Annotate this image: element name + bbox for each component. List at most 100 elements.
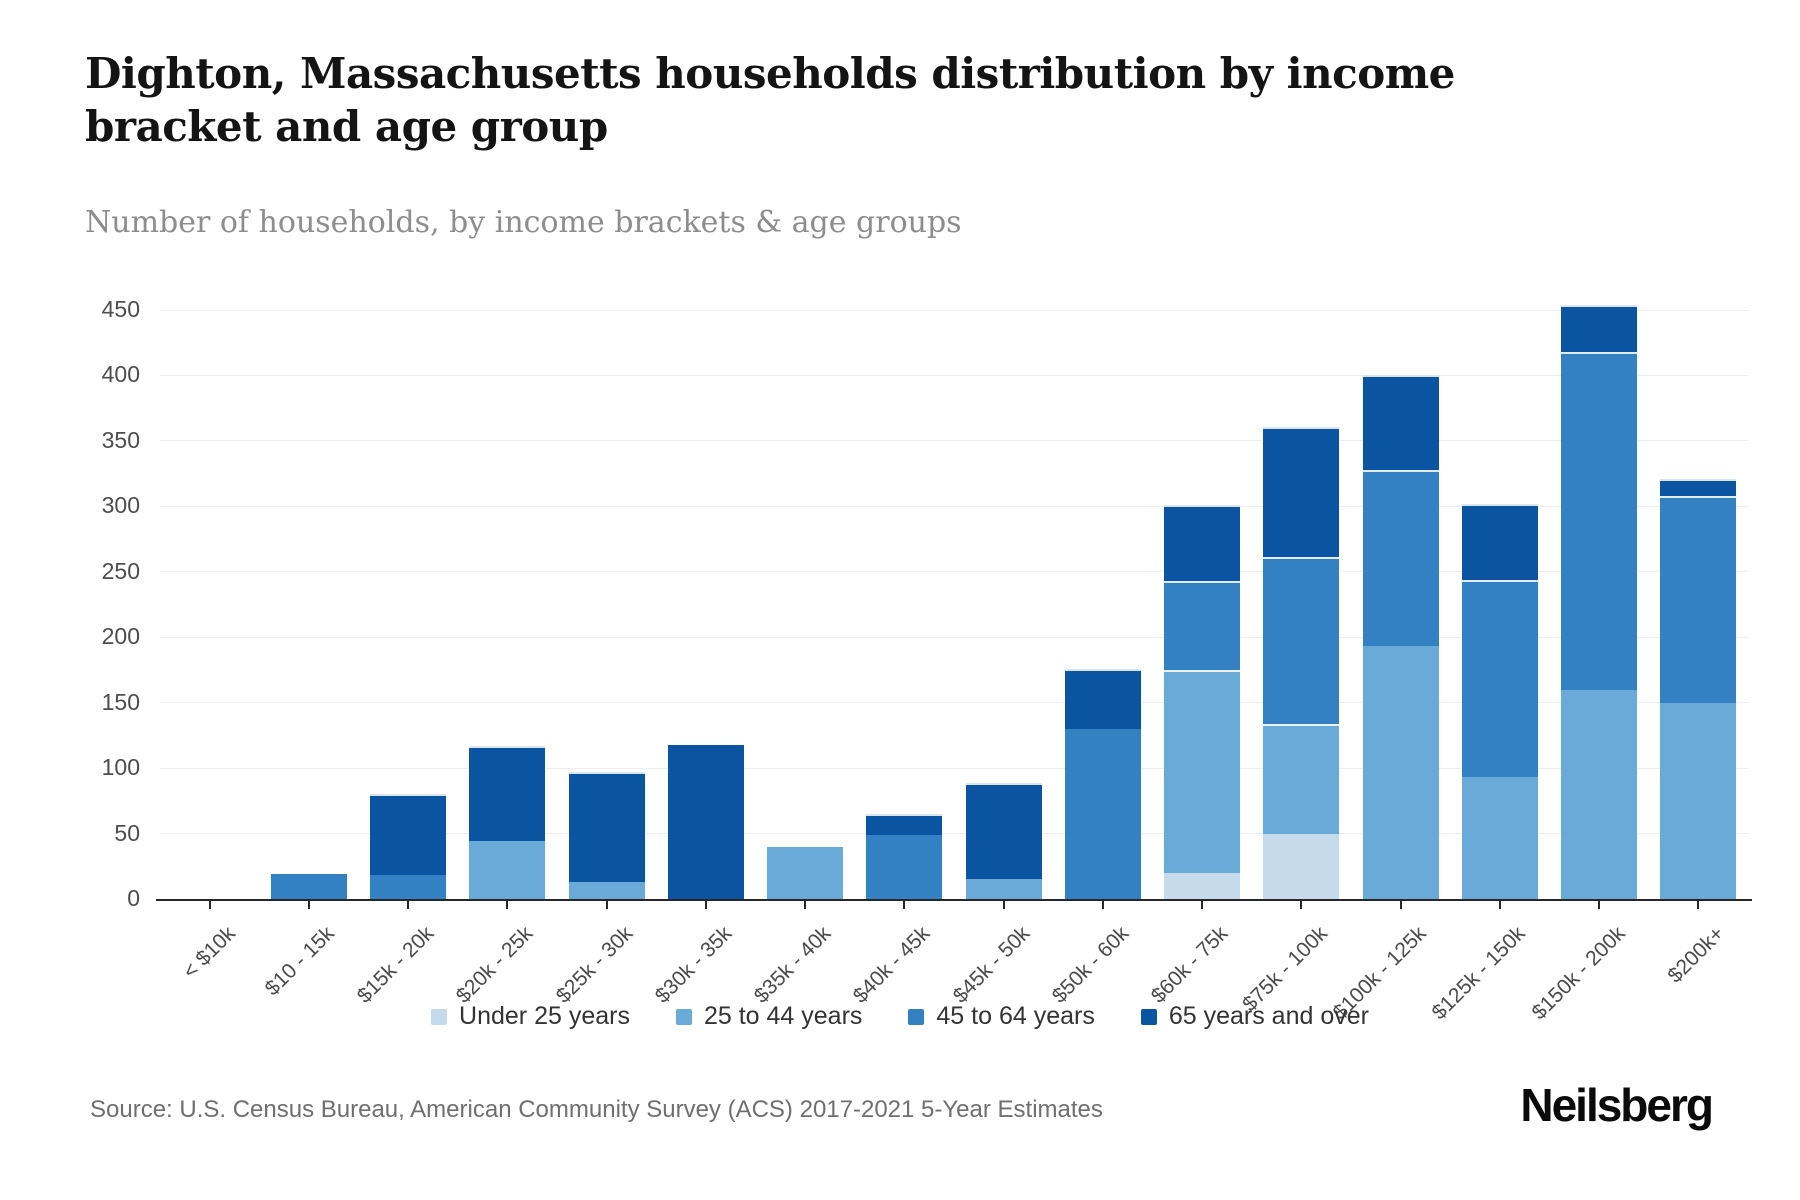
bar-segment[interactable] bbox=[469, 841, 546, 899]
bar-segment[interactable] bbox=[1561, 689, 1638, 899]
bar-segment[interactable] bbox=[1263, 557, 1340, 724]
bar-slot: $15k - 20k bbox=[353, 310, 458, 1008]
legend-swatch-icon bbox=[431, 1008, 448, 1025]
x-tick-mark bbox=[506, 901, 509, 909]
x-tick-mark bbox=[307, 901, 310, 909]
bar-slot: $200k+ bbox=[1649, 310, 1748, 987]
x-tick-label: $40k - 45k bbox=[849, 922, 935, 1008]
bar-segment[interactable] bbox=[1362, 469, 1439, 647]
legend-item[interactable]: 45 to 64 years bbox=[908, 1002, 1095, 1031]
bar-slot: $40k - 45k bbox=[849, 310, 954, 1008]
chart-subtitle: Number of households, by income brackets… bbox=[85, 205, 962, 240]
bar-slot: $60k - 75k bbox=[1147, 310, 1252, 1008]
bar-segment[interactable] bbox=[1164, 669, 1241, 873]
bar-segment[interactable] bbox=[1660, 702, 1737, 899]
stacked-bar-$20k - 25k bbox=[469, 745, 546, 899]
y-tick-label: 300 bbox=[101, 492, 140, 519]
legend-item[interactable]: 25 to 44 years bbox=[675, 1002, 863, 1031]
bar-segment[interactable] bbox=[1561, 304, 1638, 352]
bar-segment[interactable] bbox=[1660, 478, 1737, 496]
bar-segment[interactable] bbox=[1164, 580, 1241, 670]
bar-segment[interactable] bbox=[1362, 646, 1439, 899]
bar-slot: $45k - 50k bbox=[948, 310, 1053, 1008]
gridline bbox=[160, 309, 1748, 311]
bar-segment[interactable] bbox=[1362, 375, 1439, 470]
x-tick-mark bbox=[605, 901, 608, 909]
legend-item[interactable]: Under 25 years bbox=[431, 1002, 630, 1031]
plot-area: 0 50 100 150 200 250 300 350 400 450 < $10k $10 - 1… bbox=[102, 296, 1752, 1024]
gridline bbox=[160, 636, 1748, 638]
bar-slot: $35k - 40k bbox=[750, 310, 855, 1008]
stacked-bar-$100k - 125k bbox=[1362, 375, 1439, 899]
bar-slot: $125k - 150k bbox=[1428, 310, 1549, 1024]
legend-swatch-icon bbox=[1140, 1008, 1157, 1025]
legend-label: 65 years and over bbox=[1168, 1002, 1369, 1030]
legend-item[interactable]: 65 years and over bbox=[1140, 1002, 1369, 1031]
stacked-bar-$125k - 150k bbox=[1461, 503, 1538, 899]
bar-slot: $50k - 60k bbox=[1048, 310, 1152, 1008]
stacked-bar-$200k+ bbox=[1660, 478, 1737, 899]
y-tick-label: 350 bbox=[101, 426, 140, 453]
x-tick-label: $30k - 35k bbox=[650, 922, 737, 1008]
stacked-bar-$75k - 100k bbox=[1263, 426, 1340, 899]
bar-segment[interactable] bbox=[1064, 668, 1141, 729]
bar-segment[interactable] bbox=[1164, 505, 1241, 581]
stacked-bar-$30k - 35k bbox=[667, 744, 744, 899]
bar-slot: < $10k bbox=[160, 310, 259, 983]
bar-segment[interactable] bbox=[1461, 777, 1538, 899]
bar-segment[interactable] bbox=[1461, 579, 1538, 778]
page-title: Dighton, Massachusetts households distri… bbox=[85, 49, 1455, 151]
x-tick-mark bbox=[1399, 901, 1402, 909]
bar-segment[interactable] bbox=[568, 882, 645, 899]
bar-segment[interactable] bbox=[370, 794, 447, 876]
bar-segment[interactable] bbox=[965, 782, 1042, 880]
bar-segment[interactable] bbox=[866, 834, 943, 899]
stacked-bar-$150k - 200k bbox=[1561, 304, 1638, 899]
gridline bbox=[160, 767, 1748, 769]
bar-segment[interactable] bbox=[270, 874, 347, 899]
y-tick-label: 250 bbox=[101, 557, 140, 584]
bar-segment[interactable] bbox=[1461, 503, 1538, 580]
x-tick-mark bbox=[704, 901, 707, 909]
stacked-bar-$45k - 50k bbox=[965, 782, 1042, 899]
source-note: Source: U.S. Census Bureau, American Com… bbox=[90, 1096, 1103, 1123]
stacked-bar-$25k - 30k bbox=[568, 772, 645, 899]
bar-segment[interactable] bbox=[1263, 833, 1340, 899]
bar-segment[interactable] bbox=[1263, 723, 1340, 834]
bar-segment[interactable] bbox=[1164, 872, 1241, 899]
x-tick-label: $15k - 20k bbox=[352, 922, 439, 1008]
y-tick-label: 400 bbox=[101, 361, 140, 388]
y-tick-label: 450 bbox=[101, 296, 140, 322]
bar-segment[interactable] bbox=[1263, 426, 1340, 558]
y-tick-label: 100 bbox=[101, 754, 140, 781]
legend-label: Under 25 years bbox=[459, 1002, 630, 1030]
x-tick-mark bbox=[1598, 901, 1601, 909]
x-tick-mark bbox=[208, 901, 211, 909]
x-tick-label: $200k+ bbox=[1663, 922, 1729, 988]
bar-segment[interactable] bbox=[667, 744, 744, 899]
x-tick-label: < $10k bbox=[178, 922, 240, 984]
legend-label: 45 to 64 years bbox=[936, 1002, 1095, 1030]
bar-slot: $100k - 125k bbox=[1329, 310, 1450, 1024]
gridline bbox=[160, 505, 1748, 507]
stacked-bar-$60k - 75k bbox=[1164, 505, 1241, 899]
x-tick-mark bbox=[804, 901, 807, 909]
legend-swatch-icon bbox=[908, 1008, 925, 1025]
x-tick-label: $10 - 15k bbox=[260, 922, 340, 1001]
x-tick-label: $45k - 50k bbox=[948, 922, 1034, 1008]
bar-segment[interactable] bbox=[965, 879, 1042, 899]
stacked-bar-$35k - 40k bbox=[767, 846, 844, 899]
bar-segment[interactable] bbox=[568, 772, 645, 882]
x-tick-mark bbox=[1101, 901, 1104, 909]
legend-label: 25 to 44 years bbox=[703, 1002, 863, 1030]
bar-segment[interactable] bbox=[1064, 728, 1141, 899]
bar-segment[interactable] bbox=[1561, 351, 1638, 690]
bar-segment[interactable] bbox=[866, 813, 943, 835]
bar-segment[interactable] bbox=[767, 846, 844, 899]
gridline bbox=[160, 374, 1748, 376]
chart-legend: Under 25 years 25 to 44 years 45 to 64 yea… bbox=[0, 1002, 1800, 1031]
bar-segment[interactable] bbox=[370, 875, 447, 899]
bar-segment[interactable] bbox=[469, 745, 546, 842]
bar-segment[interactable] bbox=[1660, 495, 1737, 703]
x-tick-mark bbox=[1498, 901, 1501, 909]
